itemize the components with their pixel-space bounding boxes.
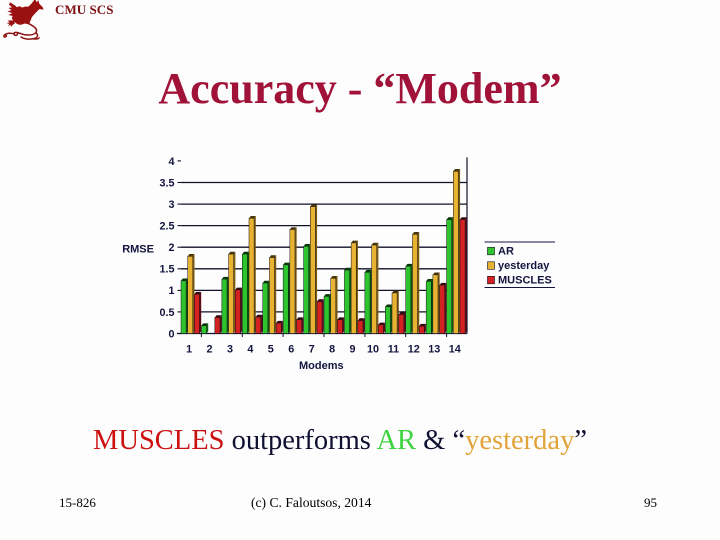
- svg-text:yesterday: yesterday: [498, 260, 550, 272]
- svg-text:11: 11: [388, 343, 399, 355]
- svg-text:AR: AR: [498, 246, 514, 258]
- svg-text:Modems: Modems: [299, 360, 344, 372]
- svg-text:2: 2: [206, 343, 212, 355]
- svg-text:0: 0: [168, 328, 174, 340]
- svg-text:2.5: 2.5: [159, 221, 174, 233]
- svg-text:10: 10: [367, 343, 379, 355]
- svg-text:8: 8: [329, 343, 335, 355]
- svg-text:4: 4: [247, 343, 253, 355]
- svg-text:2: 2: [168, 242, 174, 254]
- svg-text:4: 4: [168, 156, 174, 168]
- svg-text:RMSE: RMSE: [122, 244, 154, 256]
- svg-text:1: 1: [186, 343, 192, 355]
- svg-text:3: 3: [227, 343, 233, 355]
- svg-text:7: 7: [309, 343, 315, 355]
- svg-text:13: 13: [428, 343, 440, 355]
- svg-text:14: 14: [449, 343, 461, 355]
- svg-text:1.5: 1.5: [159, 264, 174, 276]
- svg-text:0.5: 0.5: [159, 307, 174, 319]
- svg-text:12: 12: [408, 343, 420, 355]
- svg-text:5: 5: [268, 343, 274, 355]
- svg-text:3: 3: [168, 199, 174, 211]
- svg-text:1: 1: [168, 285, 174, 297]
- svg-text:MUSCLES: MUSCLES: [498, 275, 552, 287]
- svg-text:6: 6: [288, 343, 294, 355]
- svg-text:9: 9: [349, 343, 355, 355]
- svg-text:3.5: 3.5: [159, 177, 174, 189]
